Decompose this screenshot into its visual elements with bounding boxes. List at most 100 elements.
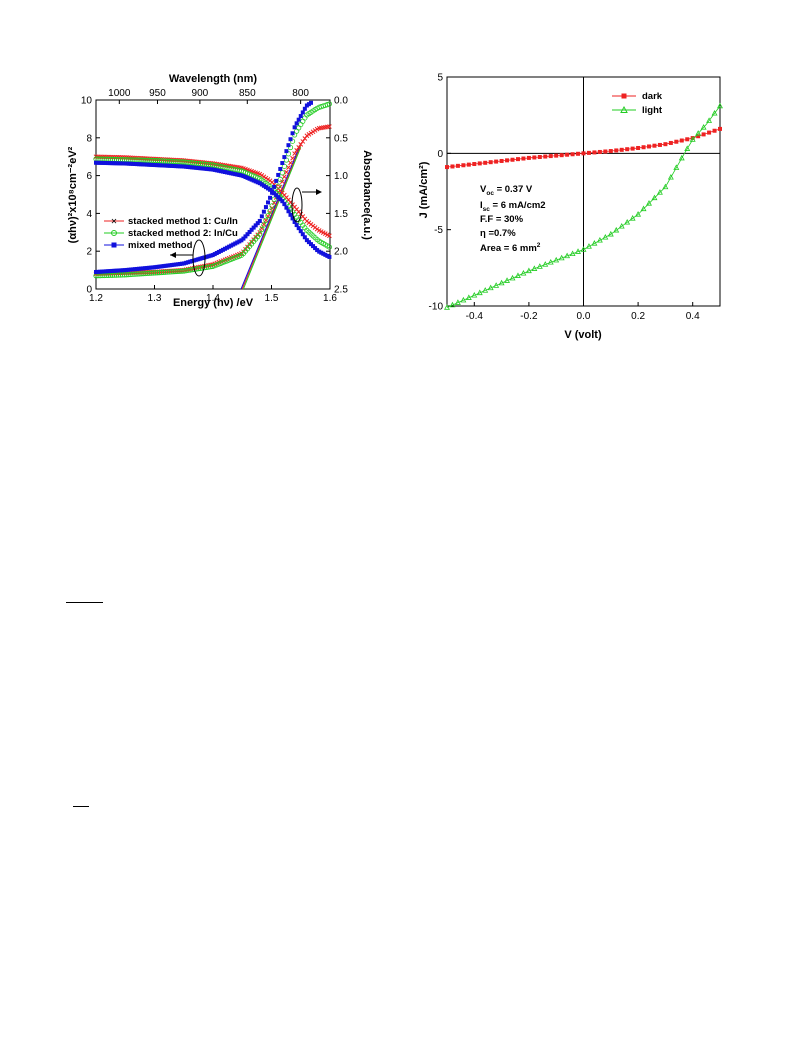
tauc-point: [216, 249, 221, 254]
jv-point-light: [706, 117, 713, 123]
jv-point-light: [602, 233, 609, 240]
tauc-point: [116, 268, 121, 273]
tauc-point: [269, 203, 275, 209]
jv-point-light: [656, 189, 663, 195]
absorbance-point: [239, 173, 244, 178]
tauc-point: [114, 268, 119, 273]
right-y-tick-label: -5: [434, 225, 443, 236]
tauc-point: [212, 252, 217, 257]
left-series: [93, 100, 333, 279]
absorbance-point: [257, 181, 262, 186]
jv-point-light: [607, 230, 614, 237]
absorbance-point: [274, 193, 279, 198]
jv-point-light: [700, 124, 707, 130]
jv-point-dark: [505, 158, 510, 163]
absorbance-point: [132, 162, 137, 167]
left-x2-tick-label: 1000: [108, 88, 131, 99]
jv-point-light: [460, 296, 467, 303]
jv-point-light: [504, 277, 511, 283]
jv-point-dark: [679, 138, 684, 143]
tauc-point: [292, 125, 297, 130]
jv-point-light: [444, 304, 450, 310]
tauc-point: [175, 262, 180, 267]
absorbance-point: [259, 182, 264, 187]
jv-point-dark: [576, 151, 581, 156]
absorbance-point: [122, 161, 127, 166]
tauc-point: [296, 117, 301, 122]
tauc-point: [286, 143, 291, 148]
jv-point-dark: [625, 147, 630, 152]
jv-point-light: [678, 154, 685, 161]
tauc-point: [196, 257, 201, 262]
legend-marker-light: [620, 105, 628, 113]
absorbance-point: [249, 177, 254, 182]
absorbance-point: [308, 242, 313, 247]
jv-point-light: [498, 279, 505, 286]
jv-point-dark: [466, 162, 471, 167]
tauc-point: [274, 178, 279, 183]
jv-curve-light: [446, 105, 721, 308]
left-x-tick-label: 1.5: [265, 293, 279, 304]
jv-point-light: [575, 248, 582, 254]
tauc-point: [229, 243, 234, 248]
absorbance-point: [143, 162, 148, 167]
absorbance-point: [149, 162, 154, 167]
absorbance-point: [157, 163, 162, 168]
tauc-point: [102, 269, 107, 274]
jv-point-dark: [641, 145, 646, 150]
absorbance-point: [323, 252, 328, 257]
absorbance-point: [173, 164, 178, 169]
jv-point-dark: [488, 160, 493, 165]
jv-point-light: [454, 299, 461, 305]
jv-point-dark: [543, 154, 548, 159]
tauc-point: [155, 264, 160, 269]
absorbance-point: [190, 165, 195, 170]
legend-label-series3: mixed method: [128, 240, 193, 251]
absorbance-point: [241, 174, 246, 179]
absorbance-point: [313, 246, 318, 251]
tauc-point: [173, 262, 178, 267]
tauc-point: [257, 231, 263, 237]
jv-point-dark: [619, 147, 624, 152]
left-fit-lines: [240, 143, 302, 290]
right-x-axis-label: V (volt): [564, 329, 602, 341]
absorbance-point: [220, 169, 225, 174]
legend-label-dark: dark: [642, 91, 663, 102]
jv-point-light: [662, 183, 669, 190]
tauc-point: [124, 267, 129, 272]
absorbance-point: [128, 161, 133, 166]
legend-label-series1: stacked method 1: Cu/In: [128, 216, 238, 227]
jv-point-dark: [548, 154, 553, 159]
tauc-point: [222, 246, 227, 251]
jv-point-light: [646, 200, 652, 206]
right-x-tick-label: -0.4: [466, 311, 484, 322]
legend-label-light: light: [642, 105, 663, 116]
tauc-point: [147, 265, 152, 270]
tauc-point: [247, 229, 252, 234]
jv-point-dark: [586, 150, 591, 155]
jv-point-light: [591, 240, 598, 246]
absorbance-point: [218, 169, 223, 174]
left-y2-tick-label: 0.0: [334, 96, 348, 107]
tauc-point: [276, 172, 281, 177]
absorbance-point: [210, 167, 215, 172]
absorbance-point: [261, 183, 266, 188]
tauc-point: [208, 253, 213, 258]
absorbance-point: [243, 174, 248, 179]
jv-point-light: [542, 261, 549, 267]
absorbance-point: [255, 180, 260, 185]
tauc-point: [141, 266, 146, 271]
jv-point-dark: [718, 126, 722, 131]
jv-point-dark: [510, 157, 515, 162]
eta-annotation: η =0.7%: [480, 228, 516, 239]
tauc-point: [227, 244, 232, 249]
absorbance-point: [227, 170, 232, 175]
jv-point-light: [624, 218, 631, 225]
jv-point-dark: [526, 155, 531, 160]
tauc-point: [288, 160, 293, 166]
absorbance-point: [171, 164, 176, 169]
tauc-point: [243, 234, 248, 239]
tauc-point: [182, 261, 187, 266]
jv-point-dark: [450, 164, 455, 169]
jv-series-dark: [445, 126, 722, 170]
